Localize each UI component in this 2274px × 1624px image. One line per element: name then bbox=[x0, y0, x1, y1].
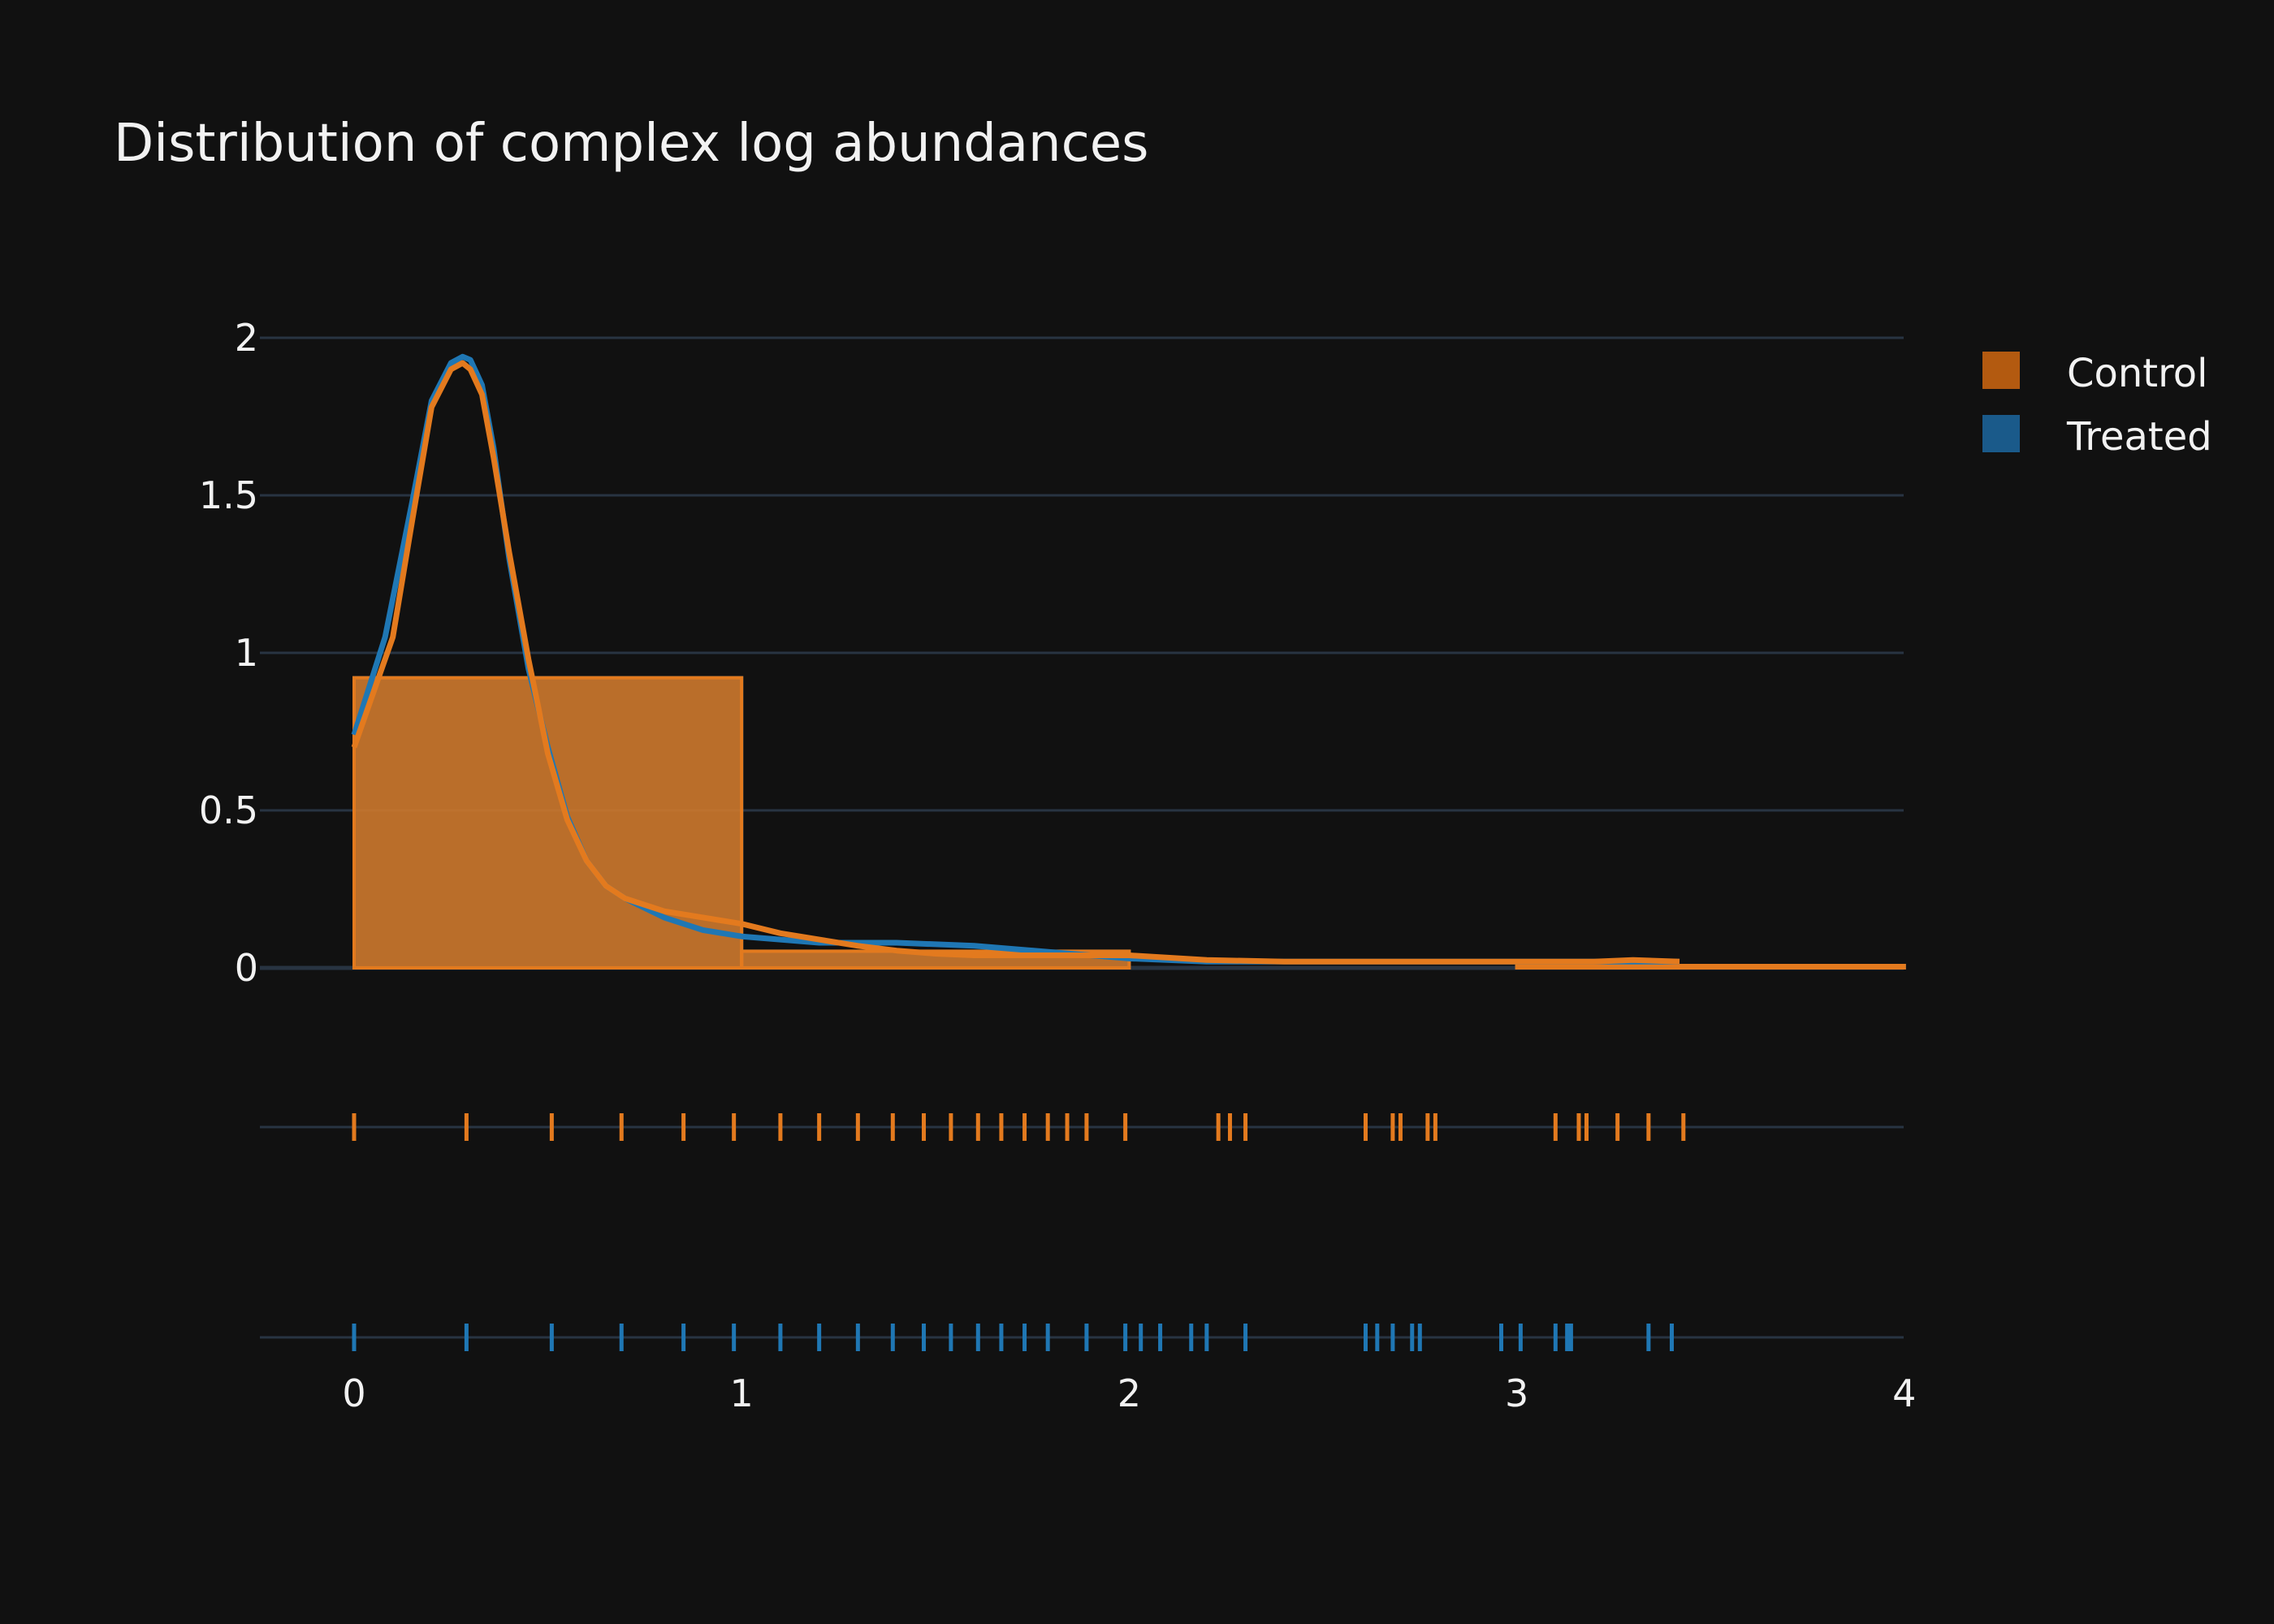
legend-swatch-treated[interactable] bbox=[1982, 415, 2020, 452]
legend-swatch-control[interactable] bbox=[1982, 352, 2020, 389]
legend-label-control[interactable]: Control bbox=[2067, 351, 2208, 396]
x-tick-label: 1 bbox=[730, 1371, 754, 1415]
rug-plots bbox=[352, 1113, 1686, 1351]
y-tick-label: 0.5 bbox=[199, 788, 258, 832]
x-tick-label: 2 bbox=[1118, 1371, 1141, 1415]
x-axis-ticks: 0 1 2 3 4 bbox=[342, 1371, 1916, 1415]
x-tick-label: 3 bbox=[1505, 1371, 1528, 1415]
y-tick-label: 0 bbox=[235, 946, 258, 990]
chart-title: Distribution of complex log abundances bbox=[114, 114, 1149, 174]
legend-label-treated[interactable]: Treated bbox=[2066, 414, 2212, 460]
y-tick-label: 2 bbox=[235, 316, 258, 360]
y-tick-label: 1 bbox=[235, 631, 258, 675]
kde-curve-control bbox=[351, 360, 1680, 965]
histogram-bar-control bbox=[1515, 964, 1906, 970]
y-axis-ticks: 0 0.5 1 1.5 2 bbox=[199, 316, 258, 990]
x-tick-label: 0 bbox=[342, 1371, 365, 1415]
legend[interactable]: Control Treated bbox=[1982, 351, 2212, 460]
kde-curves bbox=[351, 353, 1680, 965]
y-tick-label: 1.5 bbox=[199, 473, 258, 517]
x-tick-label: 4 bbox=[1892, 1371, 1916, 1415]
